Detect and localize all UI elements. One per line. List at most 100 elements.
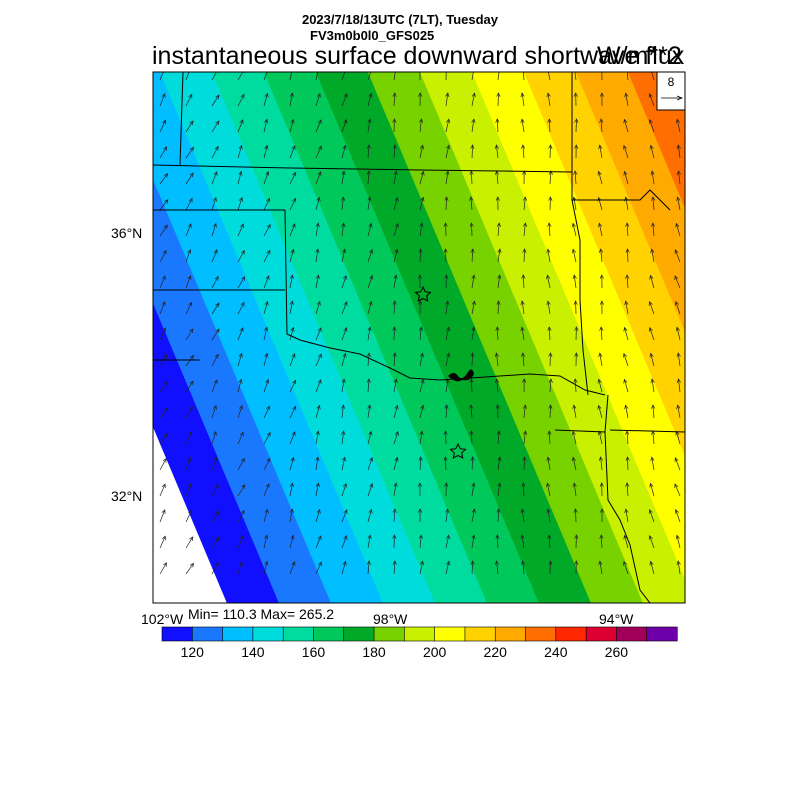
- wind-vector: [341, 72, 346, 81]
- wind-vector: [159, 199, 169, 211]
- wind-vector: [598, 248, 604, 263]
- wind-vector: [263, 249, 271, 263]
- colorbar-swatch: [252, 626, 284, 642]
- wind-vector: [393, 404, 399, 419]
- wind-vector: [650, 170, 655, 185]
- wind-vector: [445, 92, 450, 107]
- wind-vector: [548, 560, 553, 575]
- wind-vector: [648, 118, 655, 133]
- wind-vector: [315, 72, 318, 81]
- wind-vector: [443, 430, 448, 445]
- wind-vector: [444, 196, 449, 211]
- wind-vector: [443, 222, 448, 237]
- wind-vector: [523, 222, 528, 237]
- wind-vector: [237, 276, 246, 289]
- wind-vector: [419, 72, 421, 81]
- wind-vector: [341, 456, 347, 471]
- wind-vector: [496, 508, 501, 523]
- wind-vector: [574, 72, 577, 81]
- wind-vector: [648, 535, 655, 549]
- wind-vector: [521, 144, 526, 159]
- wind-vector: [445, 326, 451, 341]
- lon-label-102w: 102°W: [141, 611, 184, 627]
- wind-vector: [263, 352, 269, 367]
- wind-vector: [367, 274, 374, 289]
- wind-vector: [341, 196, 346, 211]
- wind-vector: [419, 144, 425, 159]
- wind-vector: [159, 146, 168, 159]
- star-icon: [449, 442, 467, 459]
- wind-vector: [341, 352, 347, 367]
- wind-vector: [393, 430, 399, 445]
- colorbar-tick-label: 140: [241, 644, 265, 660]
- colorbar-swatch: [555, 626, 587, 642]
- wind-vector: [419, 170, 425, 185]
- colorbar-tick-label: 180: [362, 644, 386, 660]
- wind-vector: [159, 119, 166, 133]
- wind-vector: [392, 144, 397, 159]
- wind-vector: [546, 92, 551, 107]
- wind-vector: [445, 144, 451, 159]
- wind-vector: [159, 327, 166, 341]
- city-markers: [414, 285, 467, 459]
- wind-vector: [159, 535, 166, 549]
- wind-vector: [470, 144, 475, 159]
- wind-vector: [419, 222, 424, 237]
- wind-vector: [159, 275, 166, 289]
- colorbar-swatch: [404, 626, 436, 642]
- wind-vector: [470, 456, 475, 471]
- wind-vector: [445, 560, 451, 575]
- wind-vector: [624, 300, 629, 315]
- wind-vector: [263, 300, 269, 315]
- wind-vector: [522, 456, 527, 471]
- wind-vector: [675, 118, 681, 133]
- wind-vector: [443, 248, 448, 263]
- wind-vector: [237, 72, 245, 81]
- wind-vector: [263, 275, 270, 289]
- wind-vector: [185, 172, 194, 185]
- min-max-label: Min= 110.3 Max= 265.2: [188, 606, 335, 622]
- wind-vector: [263, 223, 271, 237]
- wind-vector: [289, 300, 294, 315]
- wind-vector: [674, 508, 681, 523]
- wind-vector: [341, 509, 348, 523]
- wind-vector: [185, 380, 194, 393]
- wind-vector: [159, 483, 166, 497]
- wind-vector: [623, 118, 629, 133]
- wind-vector: [289, 431, 296, 445]
- wind-vector: [237, 301, 245, 315]
- wind-vector: [676, 378, 681, 393]
- wind-vector: [418, 300, 423, 315]
- wind-vector: [392, 300, 397, 315]
- wind-vector: [159, 457, 167, 471]
- wind-vector: [598, 456, 603, 471]
- wind-vector: [649, 352, 655, 367]
- wind-vector: [625, 456, 630, 471]
- wind-vector: [315, 119, 322, 133]
- wind-vector: [495, 118, 500, 133]
- wind-vector: [471, 534, 476, 549]
- wind-vector: [471, 508, 476, 523]
- wind-vector: [548, 196, 553, 211]
- wind-vector: [599, 274, 604, 289]
- flux-band: [783, 70, 800, 605]
- wind-vector: [341, 482, 347, 497]
- wind-vector: [392, 326, 397, 341]
- wind-vector: [367, 248, 374, 263]
- wind-vector: [315, 482, 320, 497]
- wind-vector: [547, 430, 552, 445]
- wind-vector: [315, 404, 321, 419]
- wind-vector: [546, 482, 551, 497]
- wind-vector: [393, 222, 399, 237]
- wind-vector: [522, 378, 527, 393]
- wind-vector: [623, 326, 629, 341]
- wind-vector: [573, 300, 578, 315]
- wind-vector: [185, 562, 194, 575]
- wind-vector: [497, 456, 502, 471]
- wind-vector: [548, 170, 553, 185]
- wind-vector: [211, 222, 217, 237]
- wind-vector: [341, 144, 347, 159]
- wind-vector: [548, 404, 553, 419]
- wind-vector: [392, 352, 397, 367]
- wind-vector: [393, 196, 399, 211]
